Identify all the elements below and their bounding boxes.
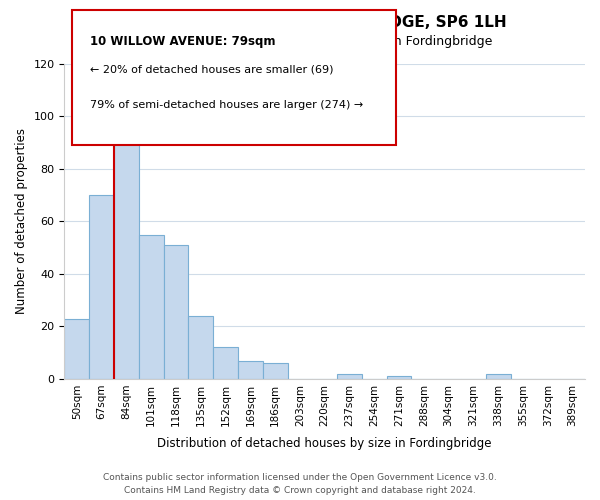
Bar (139, 234, 164, 379)
Bar (486, 374, 511, 379)
Text: 10 WILLOW AVENUE: 79sqm: 10 WILLOW AVENUE: 79sqm (90, 35, 275, 48)
Text: Contains HM Land Registry data © Crown copyright and database right 2024.: Contains HM Land Registry data © Crown c… (124, 486, 476, 495)
Text: ← 20% of detached houses are smaller (69): ← 20% of detached houses are smaller (69… (90, 65, 334, 75)
Text: Size of property relative to detached houses in Fordingbridge: Size of property relative to detached ho… (108, 35, 492, 48)
X-axis label: Distribution of detached houses by size in Fordingbridge: Distribution of detached houses by size … (157, 437, 492, 450)
Bar (89, 195, 114, 379)
Y-axis label: Number of detached properties: Number of detached properties (15, 128, 28, 314)
Bar (238, 360, 263, 379)
Text: 10, WILLOW AVENUE, FORDINGBRIDGE, SP6 1LH: 10, WILLOW AVENUE, FORDINGBRIDGE, SP6 1L… (94, 15, 506, 30)
Bar (188, 316, 213, 379)
Bar (114, 135, 139, 379)
Bar (64, 318, 89, 379)
Bar (164, 245, 188, 379)
Text: 79% of semi-detached houses are larger (274) →: 79% of semi-detached houses are larger (… (90, 100, 363, 110)
Bar (337, 374, 362, 379)
Bar (263, 363, 287, 379)
Bar (386, 376, 412, 379)
Bar (213, 348, 238, 379)
Text: Contains public sector information licensed under the Open Government Licence v3: Contains public sector information licen… (103, 474, 497, 482)
